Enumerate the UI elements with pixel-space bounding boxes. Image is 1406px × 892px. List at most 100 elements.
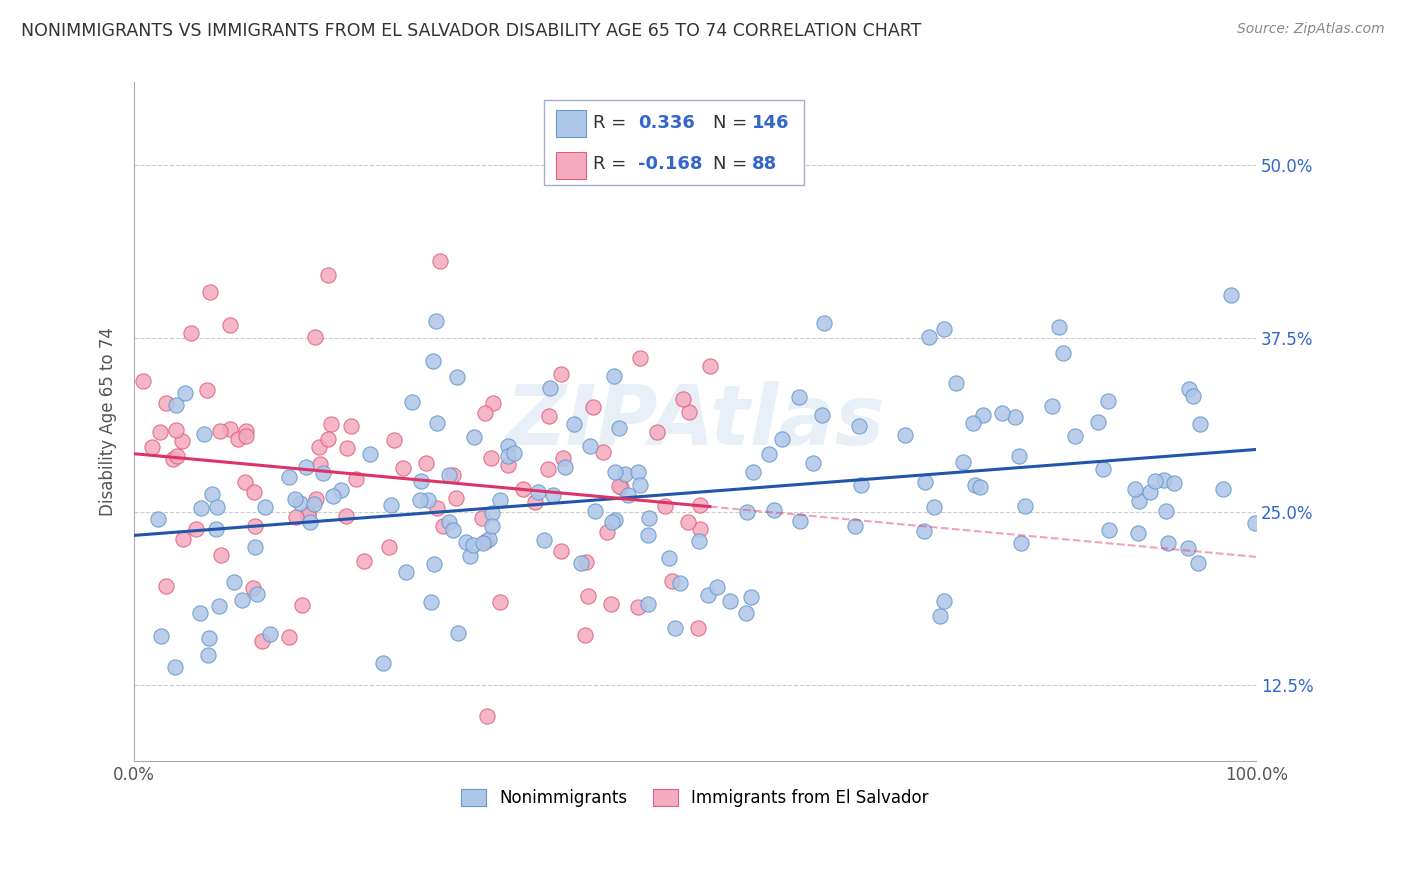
Point (574, 628, 596, 642)
Point (637, 598, 659, 612)
Point (425, 314, 447, 328)
Point (787, 390, 810, 404)
Point (319, 417, 342, 431)
Point (599, 597, 621, 611)
Point (512, 482, 534, 496)
Point (166, 449, 188, 463)
Point (969, 480, 991, 494)
Point (298, 516, 321, 530)
Point (222, 574, 245, 589)
Point (243, 518, 266, 533)
Point (285, 510, 308, 524)
Point (638, 510, 661, 524)
Point (912, 524, 935, 538)
Point (353, 554, 375, 568)
Text: Source: ZipAtlas.com: Source: ZipAtlas.com (1237, 22, 1385, 37)
Point (689, 522, 711, 536)
Point (193, 427, 215, 442)
Point (789, 514, 811, 528)
Point (411, 474, 433, 488)
Point (1004, 410, 1026, 425)
Point (208, 599, 231, 614)
Point (205, 522, 228, 536)
Point (1128, 494, 1150, 508)
Point (198, 285, 221, 299)
Point (401, 395, 423, 409)
Point (371, 656, 394, 670)
Point (533, 533, 555, 548)
Text: R =: R = (593, 114, 633, 132)
Point (1156, 504, 1178, 518)
Point (676, 515, 699, 529)
Point (945, 376, 967, 390)
Point (163, 659, 186, 673)
Point (669, 576, 692, 591)
Point (592, 444, 614, 458)
Point (288, 496, 311, 510)
Point (148, 512, 170, 526)
Point (172, 532, 194, 546)
Point (489, 492, 512, 507)
Point (155, 579, 177, 593)
Point (218, 422, 240, 436)
Legend: Nonimmigrants, Immigrants from El Salvador: Nonimmigrants, Immigrants from El Salvad… (454, 782, 935, 814)
Point (541, 488, 564, 502)
Point (628, 477, 651, 491)
Point (231, 592, 253, 607)
Point (259, 627, 281, 641)
Point (344, 472, 367, 486)
Point (454, 535, 477, 549)
Point (461, 538, 484, 552)
Point (184, 523, 207, 537)
Point (441, 524, 464, 538)
Point (335, 509, 357, 524)
Point (934, 594, 956, 608)
Point (392, 460, 415, 475)
Point (1182, 389, 1205, 403)
Point (562, 417, 585, 432)
Point (671, 392, 693, 407)
Text: 88: 88 (752, 155, 778, 173)
Point (284, 491, 307, 506)
Point (242, 581, 264, 595)
Point (1097, 394, 1119, 409)
Point (359, 447, 381, 461)
Point (165, 398, 187, 412)
Point (637, 528, 659, 542)
Point (422, 558, 444, 572)
Point (180, 326, 202, 341)
Point (302, 496, 325, 510)
Point (150, 629, 173, 643)
Point (446, 626, 468, 640)
Point (246, 587, 269, 601)
Point (437, 516, 460, 530)
Text: R =: R = (593, 155, 633, 173)
Point (894, 428, 917, 442)
Point (132, 374, 155, 388)
Point (1144, 474, 1167, 488)
Point (444, 491, 467, 505)
Point (429, 253, 451, 268)
Point (627, 599, 650, 614)
Point (162, 452, 184, 467)
Point (235, 424, 257, 438)
Point (141, 440, 163, 454)
Point (550, 543, 572, 558)
Point (607, 421, 630, 435)
Point (316, 432, 339, 446)
Text: N =: N = (713, 114, 754, 132)
Point (243, 541, 266, 555)
Point (1153, 473, 1175, 487)
Point (922, 500, 945, 515)
Text: 0.336: 0.336 (638, 114, 696, 132)
Point (496, 439, 519, 453)
Point (575, 555, 598, 569)
Point (308, 440, 330, 454)
Point (524, 495, 547, 509)
Point (1123, 482, 1146, 496)
Point (209, 548, 232, 562)
Point (155, 396, 177, 410)
Point (932, 322, 955, 336)
Point (554, 460, 576, 475)
Point (914, 475, 936, 489)
